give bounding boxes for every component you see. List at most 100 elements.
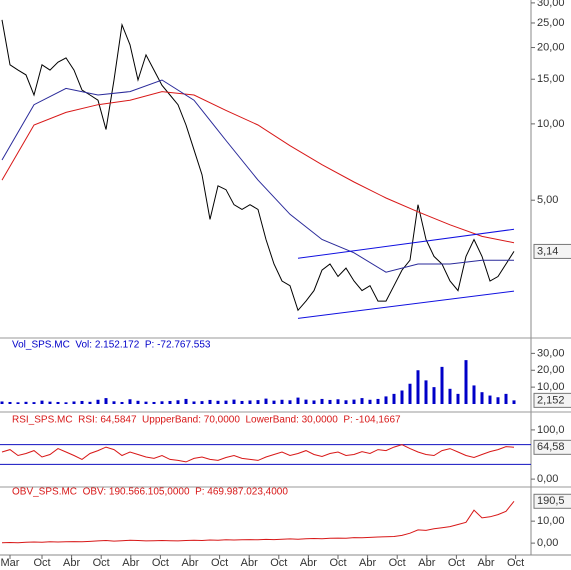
volume-bar <box>192 401 196 404</box>
volume-bar <box>176 400 180 404</box>
y-tick-label: 100,0 <box>537 424 565 436</box>
volume-bar <box>280 399 284 404</box>
x-tick-label: Mar <box>1 557 20 569</box>
x-tick-label: Abr <box>122 557 139 569</box>
volume-bar <box>168 400 172 404</box>
volume-bar <box>480 392 484 404</box>
volume-bar <box>240 400 244 404</box>
x-tick-label: Abr <box>477 557 494 569</box>
y-tick-label: 5,00 <box>537 194 558 206</box>
x-tick-label: Abr <box>359 557 376 569</box>
volume-bar <box>432 387 436 404</box>
series-line <box>1 79 514 273</box>
volume-bar <box>328 399 332 404</box>
volume-bar <box>232 399 236 404</box>
last-value-box <box>533 493 571 509</box>
volume-bar <box>136 400 140 404</box>
volume-bar <box>448 388 452 404</box>
volume-bar <box>488 395 492 404</box>
volume-bar <box>248 400 252 404</box>
volume-bar <box>72 401 76 404</box>
volume-bar <box>512 400 516 404</box>
x-tick-label: Oct <box>507 557 524 569</box>
volume-bar <box>312 400 316 404</box>
last-value-box <box>533 243 571 259</box>
volume-bar <box>16 402 20 404</box>
panel-header: OBV_SPS.MC OBV: 190.566.105,0000 P: 469.… <box>12 487 288 498</box>
x-tick-label: Oct <box>448 557 465 569</box>
volume-bar <box>200 401 204 404</box>
y-tick-label: 20,00 <box>537 41 565 53</box>
volume-bar <box>320 398 324 404</box>
volume-bar <box>256 400 260 404</box>
series-line <box>1 19 515 312</box>
y-tick-label: 10,00 <box>537 381 565 393</box>
volume-bar <box>360 398 364 404</box>
last-value-label: 64,58 <box>537 441 565 453</box>
x-tick-label: Oct <box>329 557 346 569</box>
x-tick-label: Oct <box>389 557 406 569</box>
y-tick-label: 30,00 <box>537 347 565 359</box>
volume-bar <box>472 385 476 404</box>
volume-bar <box>416 370 420 404</box>
series-line <box>1 444 515 463</box>
x-tick-label: Abr <box>300 557 317 569</box>
volume-bar <box>160 401 164 404</box>
volume-bar <box>408 383 412 404</box>
y-tick-label: 30,00 <box>537 0 565 9</box>
volume-bar <box>144 401 148 404</box>
volume-bar <box>264 398 268 404</box>
y-tick-label: 0,00 <box>537 537 558 549</box>
x-tick-label: Abr <box>241 557 258 569</box>
x-tick-label: Oct <box>33 557 50 569</box>
volume-bar <box>128 399 132 404</box>
volume-bar <box>208 399 212 404</box>
volume-bar <box>392 393 396 404</box>
volume-bar <box>304 399 308 404</box>
volume-bar <box>88 401 92 404</box>
volume-bar <box>368 399 372 404</box>
panel-header: Vol_SPS.MC Vol: 2.152.172 P: -72.767.553 <box>12 340 211 351</box>
series-line <box>1 91 515 244</box>
volume-bar <box>272 400 276 404</box>
last-value-label: 190,5 <box>537 495 565 507</box>
volume-bar <box>0 401 4 404</box>
volume-bar <box>496 397 500 404</box>
volume-bar <box>24 401 28 404</box>
last-value-label: 2,152 <box>537 394 565 406</box>
volume-bar <box>464 360 468 404</box>
volume-bar <box>80 400 84 404</box>
volume-bar <box>400 390 404 404</box>
volume-bar <box>456 393 460 404</box>
x-tick-label: Oct <box>211 557 228 569</box>
volume-bar <box>336 399 340 404</box>
y-tick-label: 10,00 <box>537 118 565 130</box>
volume-bar <box>440 366 444 404</box>
volume-bar <box>104 398 108 404</box>
y-tick-label: 20,00 <box>537 364 565 376</box>
volume-bar <box>504 393 508 404</box>
volume-bar <box>296 397 300 404</box>
series-line <box>1 500 515 544</box>
panel-header: RSI_SPS.MC RSI: 64,5847 UppperBand: 70,0… <box>12 415 401 426</box>
volume-bar <box>376 398 380 404</box>
y-tick-label: 0,00 <box>537 473 558 485</box>
trend-line <box>297 228 515 259</box>
y-tick-label: 15,00 <box>537 73 565 85</box>
volume-bar <box>384 396 388 404</box>
volume-bar <box>152 401 156 404</box>
x-tick-label: Oct <box>152 557 169 569</box>
volume-bar <box>352 399 356 404</box>
last-value-box <box>533 439 571 455</box>
volume-bar <box>96 399 100 404</box>
volume-bar <box>216 400 220 404</box>
y-tick-label: 10,00 <box>537 515 565 527</box>
x-tick-label: Abr <box>63 557 80 569</box>
x-tick-label: Oct <box>270 557 287 569</box>
volume-bar <box>64 402 68 404</box>
volume-bar <box>56 401 60 404</box>
volume-bar <box>184 398 188 404</box>
volume-bar <box>32 402 36 404</box>
